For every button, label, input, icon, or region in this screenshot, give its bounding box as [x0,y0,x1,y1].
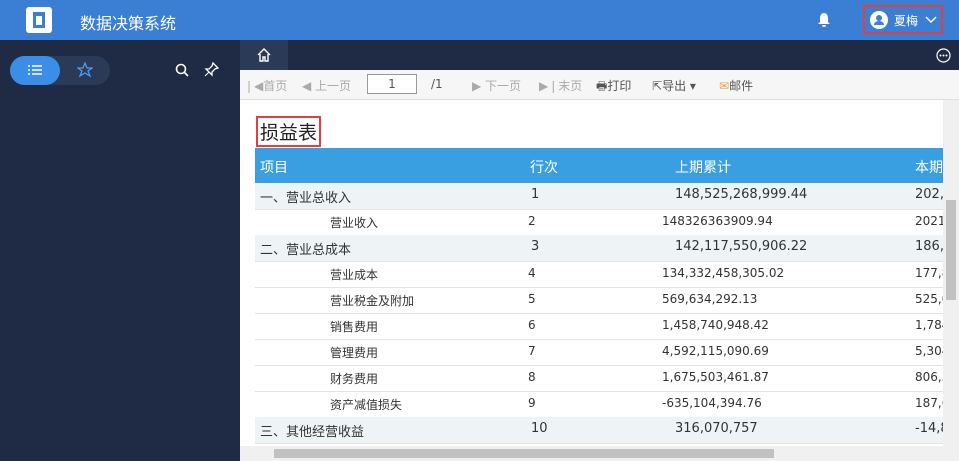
table-cell: 三、其他经营收益 [260,425,365,440]
table-cell: 营业税金及附加 [330,294,415,308]
table-cell: 8 [528,370,536,384]
tab-bar [240,40,959,70]
print-label: 打印 [607,79,632,93]
table-cell: 1,784 [915,318,943,332]
list-button[interactable] [10,56,60,85]
sidebar [0,40,240,461]
first-page[interactable]: ❘◀首页 [244,79,288,93]
table-cell: 187,6 [915,396,943,410]
pin-button[interactable] [204,62,219,77]
table-cell: 186, [915,239,943,254]
table-cell: 7 [528,344,536,358]
table-cell: 148,525,268,999.44 [675,187,808,202]
table-row: 营业成本 4 134,332,458,305.02 177,8 [255,261,943,288]
report-title: 损益表 [256,116,322,147]
favorite-button[interactable] [77,62,93,78]
more-button[interactable] [936,48,951,63]
prev-page[interactable]: ◀ 上一页 [302,79,352,93]
page-input[interactable]: 1 [367,74,417,94]
table-row: 财务费用 8 1,675,503,461.87 806,5 [255,365,943,392]
user-name: 夏梅 [894,14,919,28]
table-cell: 148326363909.94 [662,214,773,228]
next-page[interactable]: ▶ 下一页 [472,79,522,93]
print-button[interactable]: 🖶打印 [596,79,632,93]
table-row: 三、其他经营收益 10 316,070,757 -14,8 [255,417,943,444]
table-cell: 569,634,292.13 [662,292,758,306]
table-cell: 2021 [915,214,943,228]
table-cell: 一、营业总收入 [260,191,352,206]
table-cell: -14,8 [915,421,943,436]
table-cell: 6 [528,318,536,332]
table-row: 营业收入 2 148326363909.94 2021 [255,209,943,236]
column-header: 上期累计 [675,160,731,176]
report-area: 损益表 项目 行次 上期累计 本期 一、营业总收入 1 148,525,268,99… [240,100,943,446]
export-button[interactable]: ⇱导出 ▾ [652,79,696,93]
vertical-scrollbar[interactable] [943,100,959,446]
table-cell: -635,104,394.76 [662,396,762,410]
table-row: 管理费用 7 4,592,115,090.69 5,304 [255,339,943,366]
table-cell: 177,8 [915,266,943,280]
table-cell: 142,117,550,906.22 [675,239,808,254]
table-cell: 营业收入 [330,216,379,230]
table-cell: 营业成本 [330,268,379,282]
column-header: 项目 [260,160,288,176]
next-label: 下一页 [485,79,522,93]
table-cell: 3 [531,239,540,254]
app-title: 数据决策系统 [80,14,177,33]
prev-label: 上一页 [315,79,352,93]
table-cell: 1,675,503,461.87 [662,370,769,384]
last-page[interactable]: ▶❘末页 [539,79,583,93]
table-cell: 4 [528,266,536,280]
table-cell: 806,5 [915,370,943,384]
table-row: 销售费用 6 1,458,740,948.42 1,784 [255,313,943,340]
table-cell: 316,070,757 [675,421,758,436]
table-cell: 5 [528,292,536,306]
table-cell: 1,458,740,948.42 [662,318,769,332]
page-total: /1 [431,77,443,91]
home-tab[interactable] [240,40,288,70]
table-cell: 销售费用 [330,320,379,334]
table-cell: 202, [915,187,943,202]
table-cell: 2 [528,214,536,228]
table-cell: 二、营业总成本 [260,243,352,258]
export-label: 导出 [662,79,687,93]
table-cell: 10 [531,421,548,436]
user-menu[interactable]: 夏梅 [863,5,943,34]
mail-button[interactable]: ✉邮件 [719,79,754,93]
search-button[interactable] [175,63,189,77]
toolbar: ❘◀首页 ◀ 上一页 1 /1 ▶ 下一页 ▶❘末页 🖶打印 ⇱导出 ▾ ✉邮件 [240,70,959,100]
table-cell: 525,0 [915,292,943,306]
table-cell: 1 [531,187,540,202]
table-cell: 9 [528,396,536,410]
table-cell: 管理费用 [330,346,379,360]
last-label: 末页 [558,79,583,93]
table-row: 营业税金及附加 5 569,634,292.13 525,0 [255,287,943,314]
first-label: 首页 [263,79,288,93]
top-bar: 数据决策系统 夏梅 [0,0,959,40]
table-cell: 134,332,458,305.02 [662,266,785,280]
bell-icon[interactable] [817,12,831,27]
column-header: 本期 [915,160,943,176]
table-row: 二、营业总成本 3 142,117,550,906.22 186, [255,235,943,262]
column-header: 行次 [530,160,558,176]
table-row: 一、营业总收入 1 148,525,268,999.44 202, [255,183,943,210]
logo [26,7,52,33]
table-cell: 财务费用 [330,372,379,386]
table-cell: 5,304 [915,344,943,358]
mail-label: 邮件 [729,79,754,93]
table-header: 项目 行次 上期累计 本期 [255,148,943,183]
table-cell: 资产减值损失 [330,398,403,412]
table-row: 资产减值损失 9 -635,104,394.76 187,6 [255,391,943,418]
table-cell: 4,592,115,090.69 [662,344,769,358]
horizontal-scrollbar[interactable] [240,446,959,461]
